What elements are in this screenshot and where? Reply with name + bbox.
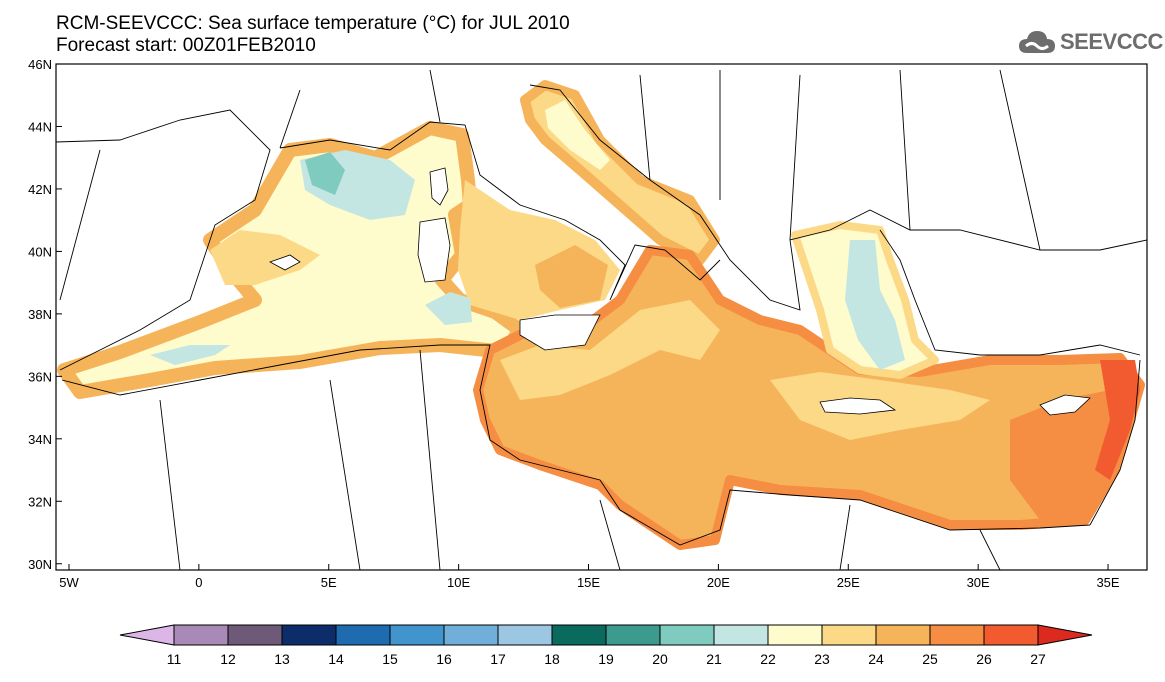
colorbar-label: 20: [652, 651, 668, 667]
corsica-island: [429, 167, 449, 206]
turkey-coast: [879, 229, 1141, 356]
colorbar-label: 11: [167, 651, 182, 667]
colorbar-label: 25: [922, 651, 938, 667]
colorbar-label: 26: [976, 651, 992, 667]
lat-tick-label: 38N: [28, 307, 52, 322]
crete-island: [819, 397, 897, 415]
colorbar-segment: [389, 624, 445, 646]
colorbar-segment: [443, 624, 499, 646]
colorbar-segment: [551, 624, 607, 646]
cyprus-island: [1039, 394, 1091, 416]
lat-tick-label: 44N: [28, 119, 52, 134]
colorbar-segment: [875, 624, 931, 646]
colorbar-label: 15: [382, 651, 398, 667]
lat-tick-label: 36N: [28, 369, 52, 384]
cloud-logo-icon: [1019, 31, 1055, 53]
lon-tick-label: 0: [195, 575, 202, 590]
sardinia-island: [417, 217, 451, 283]
colorbar-label: 27: [1030, 651, 1046, 667]
islands: [269, 167, 1091, 416]
logo-text: SEEVCCC: [1060, 29, 1163, 54]
france-italy-coast: [279, 121, 721, 301]
alboran-cool-patch: [150, 345, 230, 365]
colorbar-segment: [173, 624, 229, 646]
lat-tick-label: 30N: [28, 557, 52, 572]
levantine-warm-region: [1010, 390, 1130, 520]
lat-tick-label: 46N: [28, 57, 52, 72]
balearic-warm-band: [210, 230, 320, 285]
colorbar-label: 24: [868, 651, 884, 667]
colorbar-segment: [713, 624, 769, 646]
colorbar-segment: [767, 624, 823, 646]
lon-tick-label: 20E: [707, 575, 730, 590]
colorbar-label: 19: [598, 651, 614, 667]
adriatic-cool-patch: [545, 100, 610, 170]
iberia-coast: [56, 109, 271, 371]
colorbar-segment: [605, 624, 661, 646]
lat-tick-label: 32N: [28, 494, 52, 509]
north-africa-coast: [61, 344, 1091, 546]
colorbar-segment: [281, 624, 337, 646]
colorbar-label: 17: [490, 651, 506, 667]
lat-tick-label: 40N: [28, 244, 52, 259]
colorbar-lower-arrow: [119, 624, 175, 646]
map-title: RCM-SEEVCCC: Sea surface temperature (°C…: [56, 13, 570, 34]
colorbar-segment: [227, 624, 283, 646]
sardinia-south-cool-patch: [425, 292, 472, 325]
sicily-island: [519, 314, 601, 351]
balearic-island: [269, 254, 301, 271]
forecast-start-subtitle: Forecast start: 00Z01FEB2010: [56, 35, 316, 56]
lon-tick-label: 25E: [837, 575, 860, 590]
gulf-of-lion-coldest-patch: [305, 152, 345, 195]
map-plot-area: 5W 0 5E 10E 15E 20E 25E 30E 35E 30N 32N 34N 36N 38N 40…: [28, 57, 1148, 590]
lat-tick-label: 42N: [28, 182, 52, 197]
lon-tick-label: 5W: [59, 575, 79, 590]
colorbar-label: 14: [328, 651, 344, 667]
lon-tick-label: 30E: [967, 575, 990, 590]
lon-tick-label: 35E: [1096, 575, 1119, 590]
levant-coast-hot: [1095, 360, 1140, 480]
colorbar-segment: [335, 624, 391, 646]
colorbar-label: 13: [274, 651, 290, 667]
balkan-coast: [529, 84, 1147, 311]
colorbar-segment: [821, 624, 877, 646]
lon-tick-label: 10E: [447, 575, 470, 590]
colorbar-label: 21: [706, 651, 722, 667]
levant-coast: [1089, 359, 1141, 526]
colorbar-label: 18: [544, 651, 560, 667]
lon-tick-label: 5E: [321, 575, 337, 590]
sea-surface-fields: [57, 80, 1145, 550]
tyrrhenian-warm-patch: [535, 245, 608, 308]
colorbar-segment: [983, 624, 1039, 646]
colorbar-segment: [497, 624, 553, 646]
colorbar-segment: [659, 624, 715, 646]
colorbar-label: 16: [436, 651, 452, 667]
lat-tick-label: 34N: [28, 432, 52, 447]
colorbar-segment: [929, 624, 985, 646]
ionian-cooler-region: [500, 300, 720, 400]
axis-ticks: 5W 0 5E 10E 15E 20E 25E 30E 35E 30N 32N 34N 36N 38N 40…: [28, 57, 1120, 590]
colorbar-upper-arrow: [1037, 624, 1093, 646]
aegean-cool-patch: [845, 240, 905, 370]
seevccc-logo: SEEVCCC: [1018, 24, 1163, 60]
temperature-colorbar: 11 12 13 14 15 16 17 18 19 20 21 22 23 24 25 26 27: [119, 624, 1093, 667]
colorbar-label: 12: [220, 651, 236, 667]
map-frame-border: [55, 63, 1148, 571]
colorbar-label: 23: [814, 651, 830, 667]
lon-tick-label: 15E: [577, 575, 600, 590]
country-borders: [59, 69, 1041, 570]
coastlines: [56, 69, 1147, 570]
colorbar-label: 22: [760, 651, 776, 667]
